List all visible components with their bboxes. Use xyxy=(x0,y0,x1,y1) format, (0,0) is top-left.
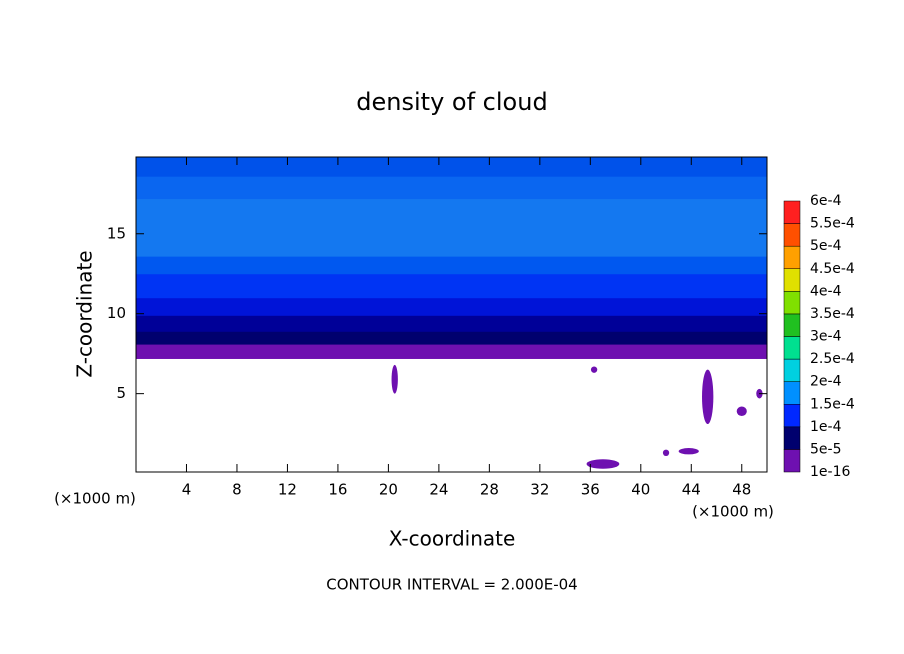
contour-blob xyxy=(586,459,620,469)
x-tick-label: 44 xyxy=(682,481,701,499)
x-tick-label: 8 xyxy=(232,481,242,499)
colorbar-swatch xyxy=(783,336,801,360)
contour-band xyxy=(136,256,767,275)
colorbar-label: 2e-4 xyxy=(810,374,842,390)
x-tick-label: 4 xyxy=(182,481,192,499)
x-tick-label: 28 xyxy=(480,481,499,499)
contour-blob xyxy=(391,364,398,394)
contour-band xyxy=(136,198,767,257)
colorbar-label: 5.5e-4 xyxy=(810,216,855,232)
x-tick-label: 16 xyxy=(328,481,347,499)
colorbar-swatch xyxy=(783,313,801,337)
x-tick-label: 24 xyxy=(429,481,448,499)
colorbar-label: 1e-4 xyxy=(810,419,842,435)
colorbar-label: 3.5e-4 xyxy=(810,306,855,322)
colorbar-label: 5e-5 xyxy=(810,441,841,457)
contour-band xyxy=(136,157,767,177)
colorbar-label: 5e-4 xyxy=(810,238,842,254)
contour-band xyxy=(136,344,767,359)
contour-blob xyxy=(702,369,714,425)
colorbar-label: 3e-4 xyxy=(810,329,842,345)
contour-band xyxy=(136,273,767,299)
y-tick-label: 10 xyxy=(107,304,126,322)
x-tick-label: 12 xyxy=(278,481,297,499)
x-tick-label: 20 xyxy=(379,481,398,499)
contour-band xyxy=(136,331,767,345)
colorbar-label: 2.5e-4 xyxy=(810,351,855,367)
colorbar-swatch xyxy=(783,381,801,405)
contour-band xyxy=(136,176,767,200)
footer: CONTOUR INTERVAL = 2.000E-04 xyxy=(326,576,577,594)
x-tick-label: 32 xyxy=(530,481,549,499)
x-tick-label: 40 xyxy=(631,481,650,499)
y-tick-label: 5 xyxy=(116,384,126,402)
colorbar-swatch xyxy=(783,200,801,224)
plot-frame xyxy=(135,156,768,473)
colorbar-label: 6e-4 xyxy=(810,193,842,209)
contour-blob xyxy=(590,366,598,373)
y-unit: (×1000 m) xyxy=(54,490,136,508)
x-tick-label: 36 xyxy=(581,481,600,499)
colorbar-label: 4e-4 xyxy=(810,283,842,299)
colorbar-swatch xyxy=(783,245,801,270)
colorbar-swatch xyxy=(783,426,801,450)
contour-blob xyxy=(662,449,670,457)
colorbar-swatch xyxy=(783,291,801,315)
colorbar-swatch xyxy=(783,449,801,473)
contour-blob xyxy=(678,448,699,455)
contour-blob xyxy=(736,406,747,417)
colorbar-swatch xyxy=(783,358,801,382)
colorbar-label: 1.5e-4 xyxy=(810,396,855,412)
contour-band xyxy=(136,297,767,316)
x-unit: (×1000 m) xyxy=(692,503,774,521)
colorbar-label: 4.5e-4 xyxy=(810,261,855,277)
chart-title: density of cloud xyxy=(356,88,547,116)
x-tick-label: 48 xyxy=(732,481,751,499)
x-axis-label: X-coordinate xyxy=(389,527,516,551)
contour-band xyxy=(136,315,767,332)
colorbar-label: 1e-16 xyxy=(810,464,850,480)
field xyxy=(136,157,767,469)
colorbar-swatch xyxy=(783,404,801,428)
colorbar-swatch xyxy=(783,268,801,292)
colorbar-swatch xyxy=(783,223,801,247)
y-tick-label: 15 xyxy=(107,224,126,242)
y-axis-label: Z-coordinate xyxy=(73,250,97,377)
